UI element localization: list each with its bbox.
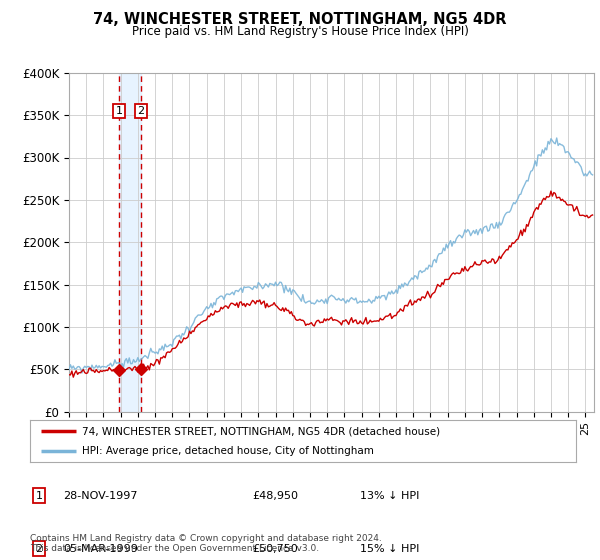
Text: 05-MAR-1999: 05-MAR-1999 bbox=[63, 544, 138, 554]
Text: 13% ↓ HPI: 13% ↓ HPI bbox=[360, 491, 419, 501]
Text: Price paid vs. HM Land Registry's House Price Index (HPI): Price paid vs. HM Land Registry's House … bbox=[131, 25, 469, 38]
Text: 28-NOV-1997: 28-NOV-1997 bbox=[63, 491, 137, 501]
Text: 1: 1 bbox=[116, 106, 123, 116]
Text: 1: 1 bbox=[35, 491, 43, 501]
Text: 74, WINCHESTER STREET, NOTTINGHAM, NG5 4DR (detached house): 74, WINCHESTER STREET, NOTTINGHAM, NG5 4… bbox=[82, 426, 440, 436]
Text: 15% ↓ HPI: 15% ↓ HPI bbox=[360, 544, 419, 554]
Text: £48,950: £48,950 bbox=[252, 491, 298, 501]
Text: HPI: Average price, detached house, City of Nottingham: HPI: Average price, detached house, City… bbox=[82, 446, 374, 456]
Text: 2: 2 bbox=[35, 544, 43, 554]
Text: Contains HM Land Registry data © Crown copyright and database right 2024.
This d: Contains HM Land Registry data © Crown c… bbox=[30, 534, 382, 553]
Text: 74, WINCHESTER STREET, NOTTINGHAM, NG5 4DR: 74, WINCHESTER STREET, NOTTINGHAM, NG5 4… bbox=[93, 12, 507, 27]
Text: £50,750: £50,750 bbox=[252, 544, 298, 554]
Text: 2: 2 bbox=[137, 106, 145, 116]
Bar bbox=[119, 73, 141, 412]
